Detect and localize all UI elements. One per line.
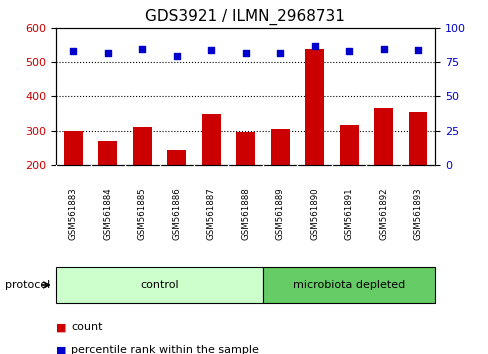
Point <box>379 46 386 52</box>
Bar <box>270 129 289 165</box>
Text: GSM561886: GSM561886 <box>172 187 181 240</box>
Text: GSM561885: GSM561885 <box>138 187 146 240</box>
Text: protocol: protocol <box>5 280 50 290</box>
Text: GSM561891: GSM561891 <box>344 187 353 240</box>
Bar <box>167 150 186 165</box>
Text: ■: ■ <box>56 346 66 354</box>
Point <box>173 53 181 58</box>
Bar <box>133 127 152 165</box>
Bar <box>236 132 255 165</box>
Text: ■: ■ <box>56 322 66 332</box>
Text: percentile rank within the sample: percentile rank within the sample <box>71 346 258 354</box>
Point <box>310 43 318 49</box>
Text: count: count <box>71 322 102 332</box>
Text: GSM561892: GSM561892 <box>378 187 387 240</box>
Text: GSM561890: GSM561890 <box>309 187 319 240</box>
Point <box>242 50 249 56</box>
Text: GSM561883: GSM561883 <box>69 187 78 240</box>
Bar <box>98 141 117 165</box>
Bar <box>339 125 358 165</box>
Bar <box>407 113 427 165</box>
Text: GSM561887: GSM561887 <box>206 187 215 240</box>
Point <box>207 47 215 53</box>
Bar <box>305 49 324 165</box>
Text: microbiota depleted: microbiota depleted <box>292 280 405 290</box>
Text: GSM561888: GSM561888 <box>241 187 250 240</box>
Text: GDS3921 / ILMN_2968731: GDS3921 / ILMN_2968731 <box>144 9 344 25</box>
Text: GSM561884: GSM561884 <box>103 187 112 240</box>
Text: GSM561889: GSM561889 <box>275 187 284 240</box>
Text: GSM561893: GSM561893 <box>413 187 422 240</box>
Bar <box>202 114 220 165</box>
Point <box>104 50 112 56</box>
Point <box>413 47 421 53</box>
Bar <box>64 131 83 165</box>
Bar <box>373 108 392 165</box>
Point <box>276 50 284 56</box>
Text: control: control <box>140 280 179 290</box>
Point <box>69 48 77 54</box>
Point <box>345 48 352 54</box>
Point <box>138 46 146 52</box>
